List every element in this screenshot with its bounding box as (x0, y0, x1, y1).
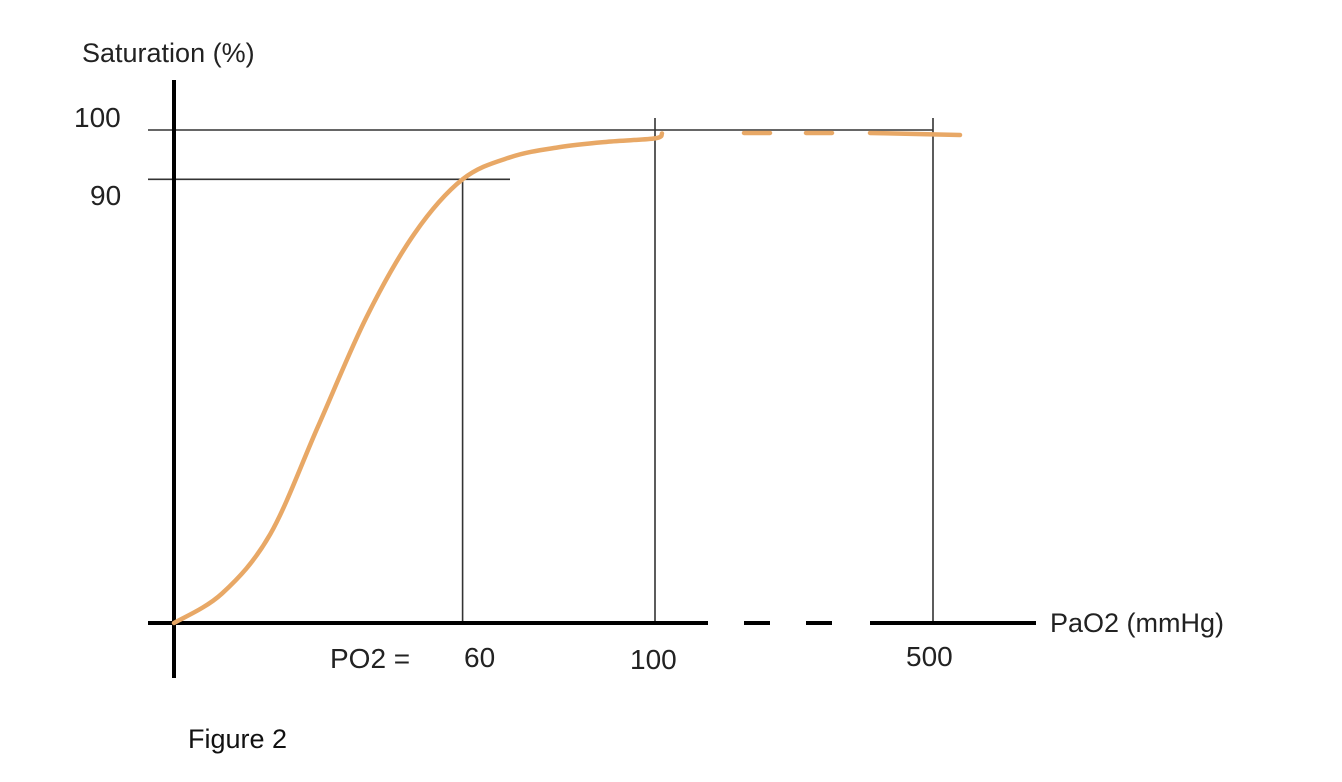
x-tick-label-60: 60 (464, 642, 495, 673)
x-tick-label-100: 100 (630, 644, 677, 675)
x-tick-label-500: 500 (906, 641, 953, 672)
x-prefix-label: PO2 = (330, 643, 410, 674)
reference-lines (148, 118, 934, 623)
figure-caption: Figure 2 (188, 724, 287, 754)
curve-tail-segment (867, 130, 963, 138)
y-axis-label: Saturation (%) (82, 38, 255, 68)
y-tick-label-90: 90 (90, 180, 121, 211)
saturation-curve (171, 131, 665, 626)
y-tick-label-100: 100 (74, 102, 121, 133)
saturation-curve-tail (741, 130, 963, 138)
x-axis-label: PaO2 (mmHg) (1050, 608, 1224, 638)
